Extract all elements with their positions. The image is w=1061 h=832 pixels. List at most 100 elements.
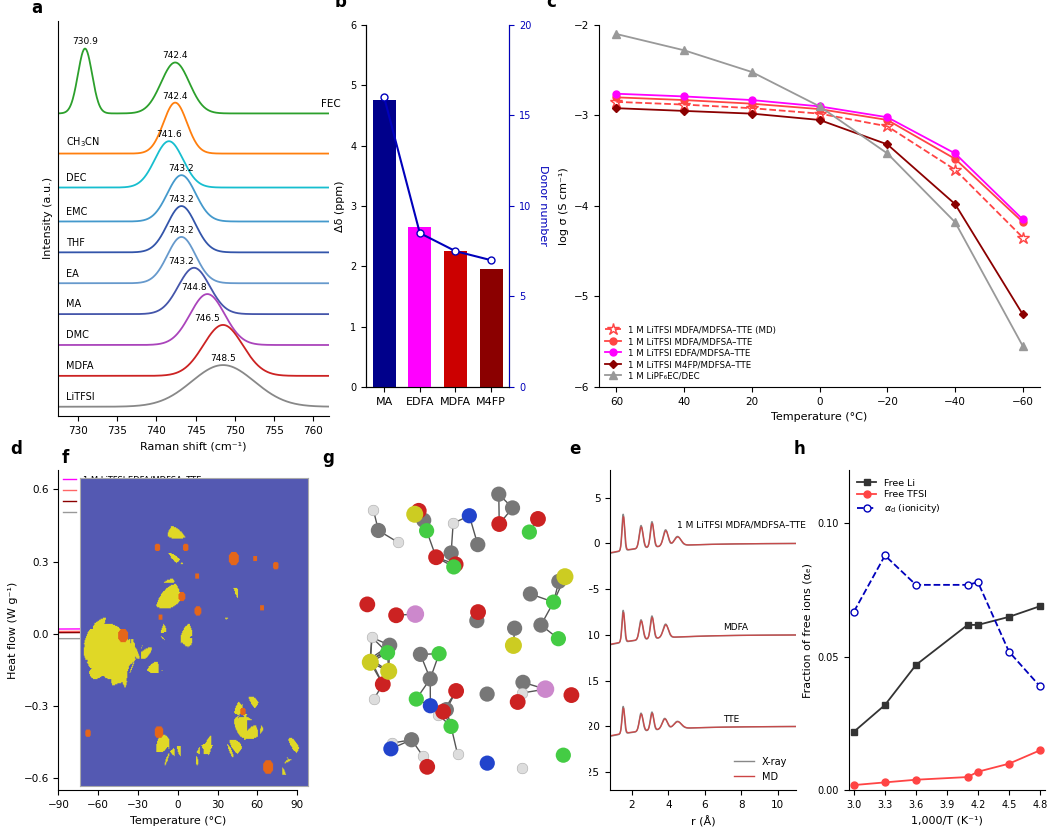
Text: 744.8: 744.8 — [181, 283, 207, 292]
1 M LiTFSI MDFA/MDFSA–TTE (MD) — [610, 97, 623, 106]
1 M LiTFSI EDFA/MDFSA–TTE — [1016, 215, 1029, 225]
1 M LiTFSI M4FP/MDFSA–TTE — [284, 627, 297, 637]
Point — [470, 606, 487, 619]
1 M LiTFSI MDFA/MDFSA–TTE (MD) — [678, 100, 691, 110]
1 M LiTFSI MDFA/MDFSA–TTE — [678, 95, 691, 105]
Text: h: h — [794, 440, 805, 458]
Line: 1 M LiTFSI M4FP/MDFSA–TTE: 1 M LiTFSI M4FP/MDFSA–TTE — [58, 629, 297, 632]
1 M LiTFSI EDFA/MDFSA–TTE — [64, 624, 76, 634]
X-axis label: Temperature (°C): Temperature (°C) — [129, 815, 226, 825]
Text: 743.2: 743.2 — [169, 226, 194, 235]
1 M LiTFSI EDFA/MDFSA–TTE — [81, 617, 93, 626]
Point — [430, 708, 447, 721]
1 M LiPF₆EC/DEC — [1016, 341, 1029, 351]
Text: 741.6: 741.6 — [156, 131, 181, 140]
Free Li — [972, 620, 985, 630]
Free Li — [1003, 612, 1015, 622]
Y-axis label: Donor number: Donor number — [538, 166, 549, 246]
1 M LiTFSI EDFA/MDFSA–TTE — [283, 624, 296, 634]
Point — [468, 614, 485, 627]
1 M LiTFSI EDFA/MDFSA–TTE — [610, 89, 623, 99]
Point — [419, 760, 436, 774]
1 M LiTFSI EDFA/MDFSA–TTE — [813, 102, 825, 111]
1 M LiPF₆EC/DEC — [813, 102, 825, 111]
Point — [514, 761, 530, 775]
1 M LiTFSI MDFA/MDFSA–TTE — [52, 626, 65, 636]
Line: 1 M LiTFSI M4FP/MDFSA–TTE: 1 M LiTFSI M4FP/MDFSA–TTE — [613, 106, 1026, 317]
Point — [359, 597, 376, 611]
Point — [387, 608, 404, 622]
Point — [384, 736, 401, 750]
1 M LiTFSI M4FP/MDFSA–TTE — [746, 109, 759, 119]
Point — [418, 524, 435, 537]
Free TFSI — [909, 775, 922, 785]
Point — [537, 682, 554, 696]
Point — [403, 733, 420, 746]
1 M LiTFSI MDFA/MDFSA–TTE — [949, 154, 961, 164]
X-axis label: 1,000/Τ (K⁻¹): 1,000/Τ (K⁻¹) — [911, 815, 982, 825]
1 M LiPF₆EC/DEC — [949, 217, 961, 227]
Point — [428, 551, 445, 564]
Point — [435, 705, 452, 718]
1 M LiTFSI MDFA/MDFSA–TTE — [1016, 217, 1029, 227]
$\alpha_\mathrm{d}$ (ionicity) — [972, 577, 985, 587]
1 M LiPF₆EC/DEC — [291, 634, 303, 644]
Point — [504, 501, 521, 514]
Point — [479, 756, 495, 770]
Free TFSI — [961, 772, 974, 782]
1 M LiTFSI EDFA/MDFSA–TTE — [678, 92, 691, 102]
1 M LiTFSI M4FP/MDFSA–TTE — [949, 199, 961, 209]
Point — [556, 570, 573, 583]
1 M LiTFSI M4FP/MDFSA–TTE — [64, 627, 76, 637]
1 M LiTFSI EDFA/MDFSA–TTE — [169, 624, 181, 634]
1 M LiTFSI MDFA/MDFSA–TTE (MD) — [949, 165, 961, 175]
1 M LiTFSI M4FP/MDFSA–TTE — [291, 627, 303, 637]
Text: EA: EA — [66, 269, 79, 279]
Free Li — [879, 700, 891, 710]
Free Li — [961, 620, 974, 630]
1 M LiTFSI MDFA/MDFSA–TTE — [84, 621, 97, 631]
Text: 743.2: 743.2 — [169, 257, 194, 266]
Point — [375, 677, 392, 691]
1 M LiTFSI MDFA/MDFSA–TTE (MD) — [1016, 233, 1029, 243]
Legend: Free Li, Free TFSI, $\alpha_\mathrm{d}$ (ionicity): Free Li, Free TFSI, $\alpha_\mathrm{d}$ … — [853, 475, 944, 519]
$\alpha_\mathrm{d}$ (ionicity) — [1003, 646, 1015, 656]
Y-axis label: Intensity (a.u.): Intensity (a.u.) — [42, 177, 53, 260]
Point — [460, 509, 477, 522]
Y-axis label: Δδ (ppm): Δδ (ppm) — [334, 181, 345, 231]
X-axis label: Raman shift (cm⁻¹): Raman shift (cm⁻¹) — [140, 441, 247, 451]
Text: 742.4: 742.4 — [162, 92, 188, 101]
Text: 742.4: 742.4 — [162, 51, 188, 60]
1 M LiPF₆EC/DEC — [135, 489, 147, 499]
Line: Free Li: Free Li — [851, 602, 1043, 735]
Text: 746.5: 746.5 — [194, 314, 221, 323]
Point — [438, 703, 455, 716]
1 M LiTFSI MDFA/MDFSA–TTE — [64, 626, 76, 636]
Text: b: b — [334, 0, 346, 11]
Text: e: e — [569, 440, 580, 458]
Point — [365, 692, 382, 706]
Point — [505, 639, 522, 652]
Text: 730.9: 730.9 — [72, 37, 98, 46]
1 M LiPF₆EC/DEC — [284, 634, 297, 644]
1 M LiTFSI MDFA/MDFSA–TTE — [813, 104, 825, 114]
Free Li — [909, 660, 922, 670]
Text: MDFA: MDFA — [66, 361, 93, 371]
Text: d: d — [11, 440, 22, 458]
Legend: X-ray, MD: X-ray, MD — [731, 753, 790, 785]
Text: 743.2: 743.2 — [169, 196, 194, 204]
1 M LiTFSI M4FP/MDFSA–TTE — [813, 115, 825, 125]
1 M LiTFSI EDFA/MDFSA–TTE — [52, 624, 65, 634]
1 M LiTFSI M4FP/MDFSA–TTE — [678, 106, 691, 116]
Text: 1 M LiTFSI MDFA/MDFSA–TTE: 1 M LiTFSI MDFA/MDFSA–TTE — [677, 521, 806, 530]
1 M LiTFSI M4FP/MDFSA–TTE — [87, 624, 100, 634]
Text: 748.5: 748.5 — [210, 354, 236, 364]
Line: 1 M LiPF₆EC/DEC: 1 M LiPF₆EC/DEC — [612, 30, 1027, 350]
Point — [521, 526, 538, 539]
Text: DMC: DMC — [66, 330, 89, 340]
1 M LiTFSI M4FP/MDFSA–TTE — [162, 627, 175, 637]
1 M LiTFSI M4FP/MDFSA–TTE — [169, 627, 181, 637]
1 M LiTFSI MDFA/MDFSA–TTE — [162, 626, 175, 636]
Y-axis label: G (Å⁻²): G (Å⁻²) — [561, 611, 573, 650]
Line: 1 M LiTFSI MDFA/MDFSA–TTE: 1 M LiTFSI MDFA/MDFSA–TTE — [58, 626, 297, 631]
